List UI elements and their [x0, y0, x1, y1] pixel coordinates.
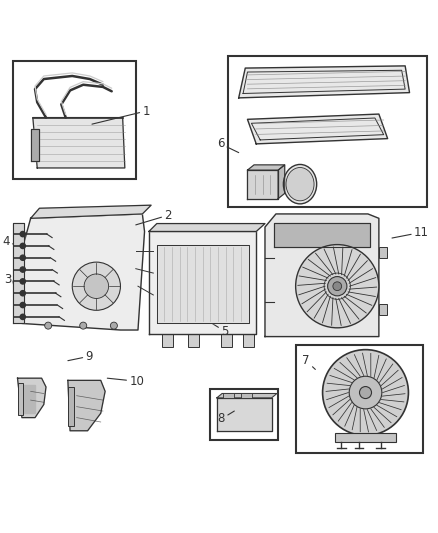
Circle shape: [84, 274, 109, 298]
Text: 2: 2: [136, 209, 172, 225]
Ellipse shape: [283, 165, 317, 204]
Bar: [210, 389, 278, 440]
Polygon shape: [274, 223, 370, 247]
Bar: [188, 334, 199, 346]
Circle shape: [20, 290, 25, 296]
Polygon shape: [265, 214, 379, 336]
Polygon shape: [278, 165, 285, 199]
Circle shape: [20, 314, 25, 319]
Polygon shape: [247, 114, 388, 144]
Polygon shape: [149, 223, 265, 231]
Polygon shape: [157, 245, 249, 324]
Bar: [379, 247, 387, 258]
Circle shape: [296, 245, 379, 328]
Bar: [296, 345, 423, 453]
Polygon shape: [149, 231, 256, 334]
Circle shape: [45, 322, 52, 329]
Bar: [68, 387, 74, 426]
Circle shape: [349, 376, 382, 409]
Bar: [241, 393, 252, 398]
Polygon shape: [217, 398, 272, 431]
Bar: [379, 304, 387, 314]
Circle shape: [20, 243, 25, 248]
Text: 4: 4: [2, 235, 20, 248]
Circle shape: [72, 262, 120, 310]
Circle shape: [20, 302, 25, 308]
Polygon shape: [31, 205, 151, 219]
Polygon shape: [247, 170, 278, 199]
Polygon shape: [239, 66, 410, 98]
Bar: [18, 383, 23, 415]
Text: 5: 5: [201, 317, 229, 338]
Circle shape: [80, 322, 87, 329]
Circle shape: [20, 231, 25, 237]
Circle shape: [328, 277, 347, 296]
Bar: [162, 334, 173, 346]
Polygon shape: [31, 128, 39, 161]
Polygon shape: [217, 393, 277, 398]
Text: 9: 9: [68, 350, 93, 363]
Circle shape: [20, 279, 25, 284]
Bar: [221, 334, 232, 346]
Ellipse shape: [286, 167, 314, 201]
Polygon shape: [247, 165, 285, 170]
Polygon shape: [13, 223, 24, 324]
Bar: [223, 393, 234, 398]
Circle shape: [333, 282, 342, 290]
Bar: [13, 61, 136, 179]
Bar: [243, 334, 254, 346]
Circle shape: [360, 386, 371, 399]
Circle shape: [322, 350, 408, 435]
Circle shape: [20, 255, 25, 260]
Text: 10: 10: [107, 375, 144, 387]
Text: 3: 3: [4, 273, 22, 286]
Polygon shape: [33, 118, 125, 168]
Text: 6: 6: [217, 138, 239, 152]
Polygon shape: [18, 378, 46, 418]
Polygon shape: [20, 385, 35, 413]
Bar: [335, 433, 396, 442]
Text: 11: 11: [392, 226, 429, 239]
Text: 1: 1: [92, 104, 150, 124]
Circle shape: [110, 322, 117, 329]
Circle shape: [20, 267, 25, 272]
Text: 7: 7: [302, 354, 315, 369]
Text: 8: 8: [218, 411, 234, 425]
Polygon shape: [68, 381, 105, 431]
Bar: [228, 56, 427, 207]
Polygon shape: [13, 214, 145, 330]
